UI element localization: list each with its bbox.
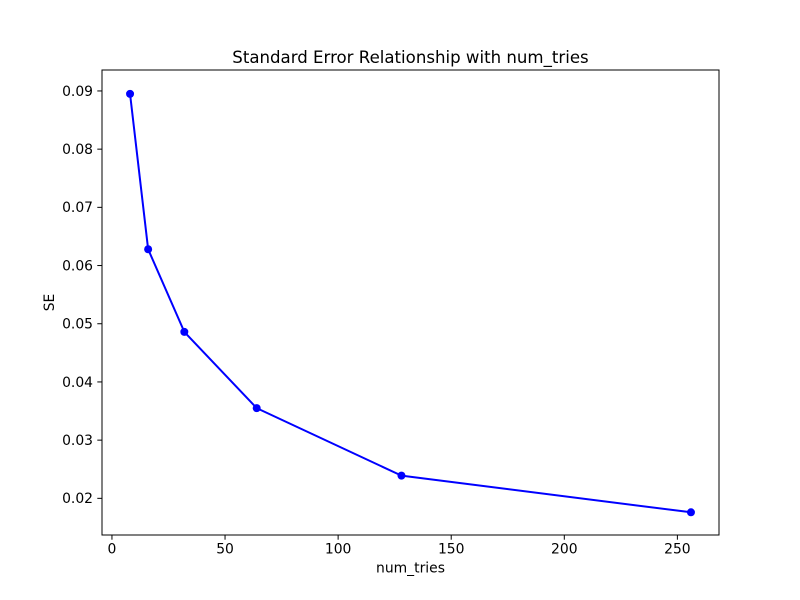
y-tick-label: 0.09 [62, 84, 93, 100]
data-point-marker [180, 327, 189, 336]
x-tick-label: 200 [551, 542, 578, 558]
x-tick-label: 0 [108, 542, 117, 558]
data-point-marker [144, 245, 153, 254]
y-tick-label: 0.07 [62, 200, 93, 216]
data-point-marker [252, 404, 261, 413]
y-tick-label: 0.05 [62, 317, 93, 333]
chart-title: Standard Error Relationship with num_tri… [232, 48, 588, 68]
x-tick-label: 100 [325, 542, 352, 558]
y-tick-label: 0.02 [62, 491, 93, 507]
plot-area [102, 70, 719, 535]
y-tick-label: 0.08 [62, 142, 93, 158]
y-axis-ticks: 0.02 0.03 0.04 0.05 0.06 0.07 0.08 0.09 [62, 84, 102, 507]
x-axis-ticks: 0 50 100 150 200 250 [108, 535, 691, 558]
data-points-group [126, 89, 695, 517]
y-tick-label: 0.03 [62, 433, 93, 449]
y-tick-label: 0.04 [62, 375, 93, 391]
axes-spines [101, 69, 720, 536]
y-tick-label: 0.06 [62, 258, 93, 274]
data-point-marker [397, 471, 406, 480]
x-tick-label: 250 [664, 542, 691, 558]
x-tick-label: 50 [216, 542, 234, 558]
data-point-marker [126, 89, 135, 98]
x-tick-label: 150 [438, 542, 465, 558]
data-line-group [129, 92, 692, 514]
x-axis-label: num_tries [376, 561, 445, 577]
data-point-marker [686, 508, 695, 517]
y-axis-label: SE [42, 294, 58, 312]
data-line [129, 92, 692, 514]
